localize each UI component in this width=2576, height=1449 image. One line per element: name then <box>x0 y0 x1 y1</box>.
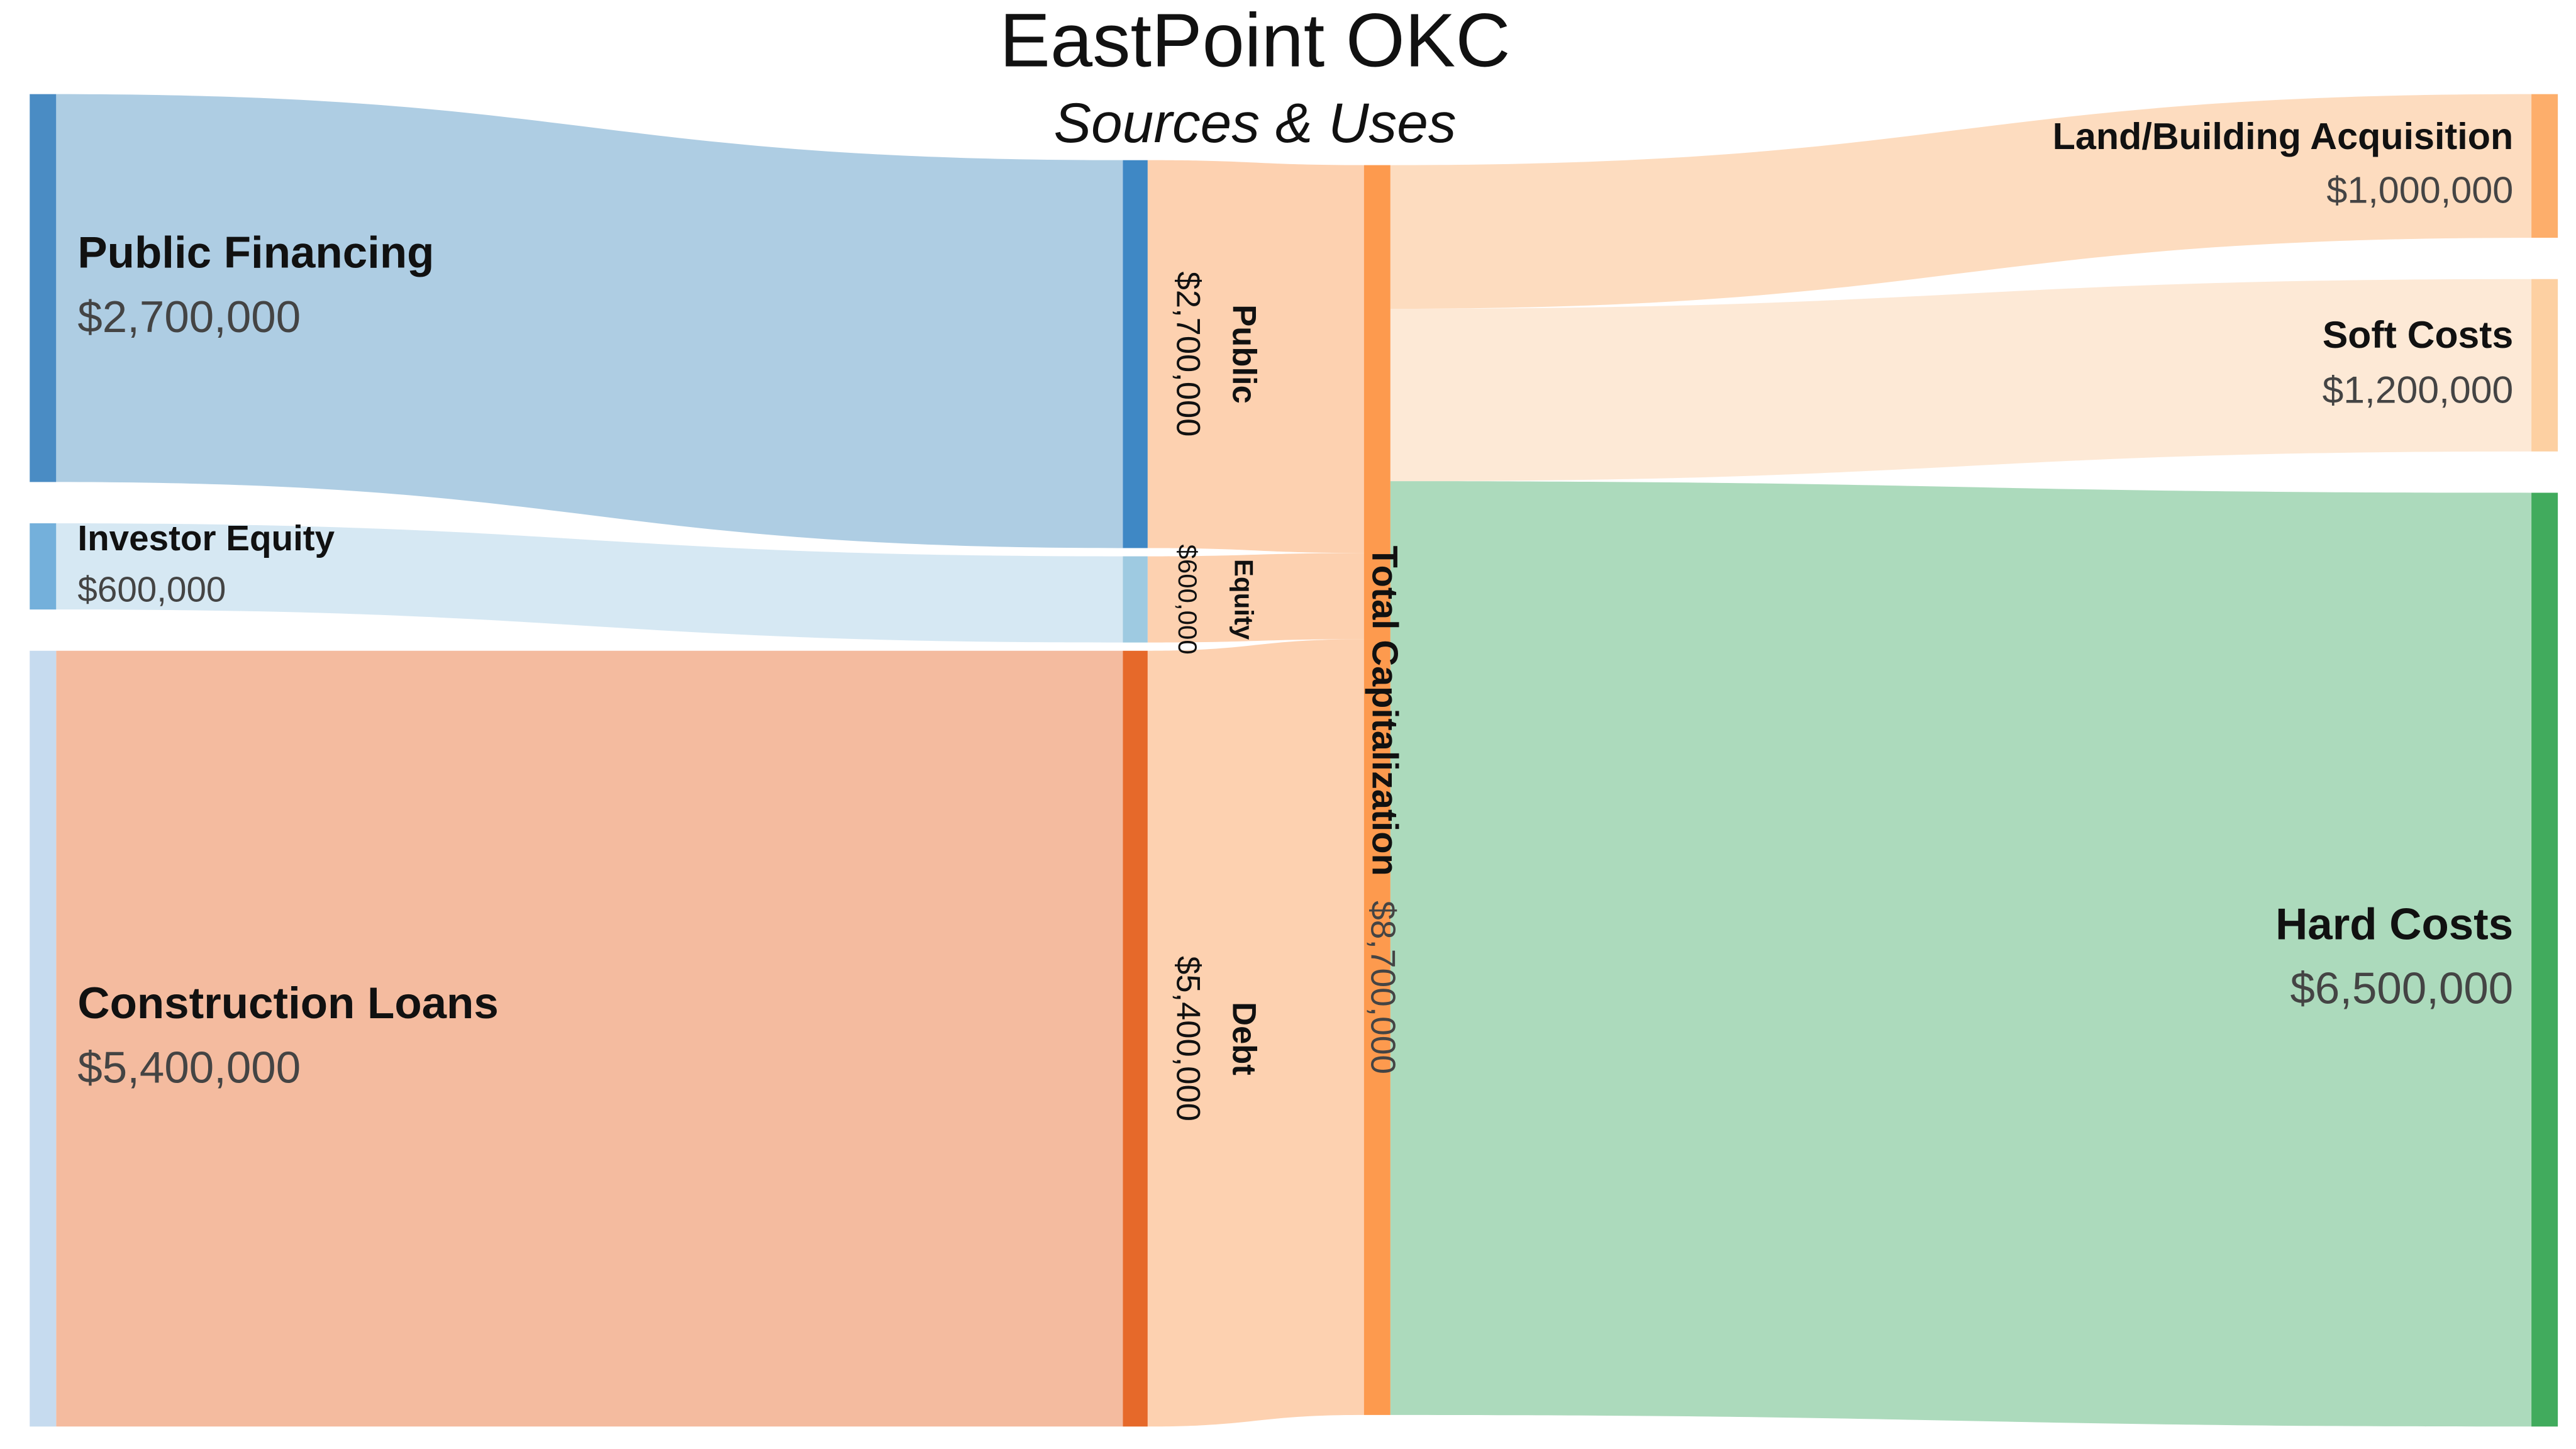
node-value: $2,700,000 <box>1169 272 1206 437</box>
node-value: $5,400,000 <box>77 1043 301 1092</box>
node <box>2531 492 2558 1427</box>
node-value: $600,000 <box>77 569 226 609</box>
node-value: $8,700,000 <box>1363 901 1402 1074</box>
links <box>56 94 2532 1427</box>
chart-title: EastPoint OKC <box>999 0 1510 82</box>
node <box>30 94 57 482</box>
node-label: Equity <box>1229 559 1258 640</box>
node <box>30 650 57 1427</box>
node-label: Hard Costs <box>2275 900 2513 950</box>
node-value: $600,000 <box>1173 545 1202 655</box>
link <box>1390 279 2532 482</box>
link <box>1147 639 1364 1427</box>
node-label: Public Financing <box>77 228 434 278</box>
link <box>56 523 1123 643</box>
node-value: $1,200,000 <box>2323 369 2514 411</box>
node-label: Debt <box>1226 1002 1263 1075</box>
node-value: $6,500,000 <box>2290 964 2513 1014</box>
node-value: $5,400,000 <box>1169 956 1206 1121</box>
link <box>1390 94 2532 309</box>
link <box>1147 553 1364 643</box>
node-value: $1,000,000 <box>2326 169 2513 211</box>
node <box>30 523 57 610</box>
link <box>1390 481 2532 1427</box>
nodes: Public Financing $2,700,000 Investor Equit… <box>30 94 2558 1427</box>
link <box>1147 160 1364 553</box>
node <box>2531 279 2558 452</box>
node <box>1123 160 1148 548</box>
link <box>56 650 1123 1427</box>
link <box>56 94 1123 548</box>
node-label: Public <box>1226 304 1263 404</box>
chart-subtitle: Sources & Uses <box>1053 91 1456 154</box>
node-value: $2,700,000 <box>77 292 301 342</box>
node <box>1363 165 1391 1415</box>
node <box>1123 650 1148 1427</box>
node-label: Soft Costs <box>2323 313 2513 356</box>
node-label: Construction Loans <box>77 979 498 1028</box>
node <box>2531 94 2558 238</box>
node-label: Land/Building Acquisition <box>2053 115 2514 157</box>
node-label: Investor Equity <box>77 518 335 558</box>
node <box>1123 556 1148 643</box>
node-label: Total Capitalization <box>1364 546 1404 876</box>
